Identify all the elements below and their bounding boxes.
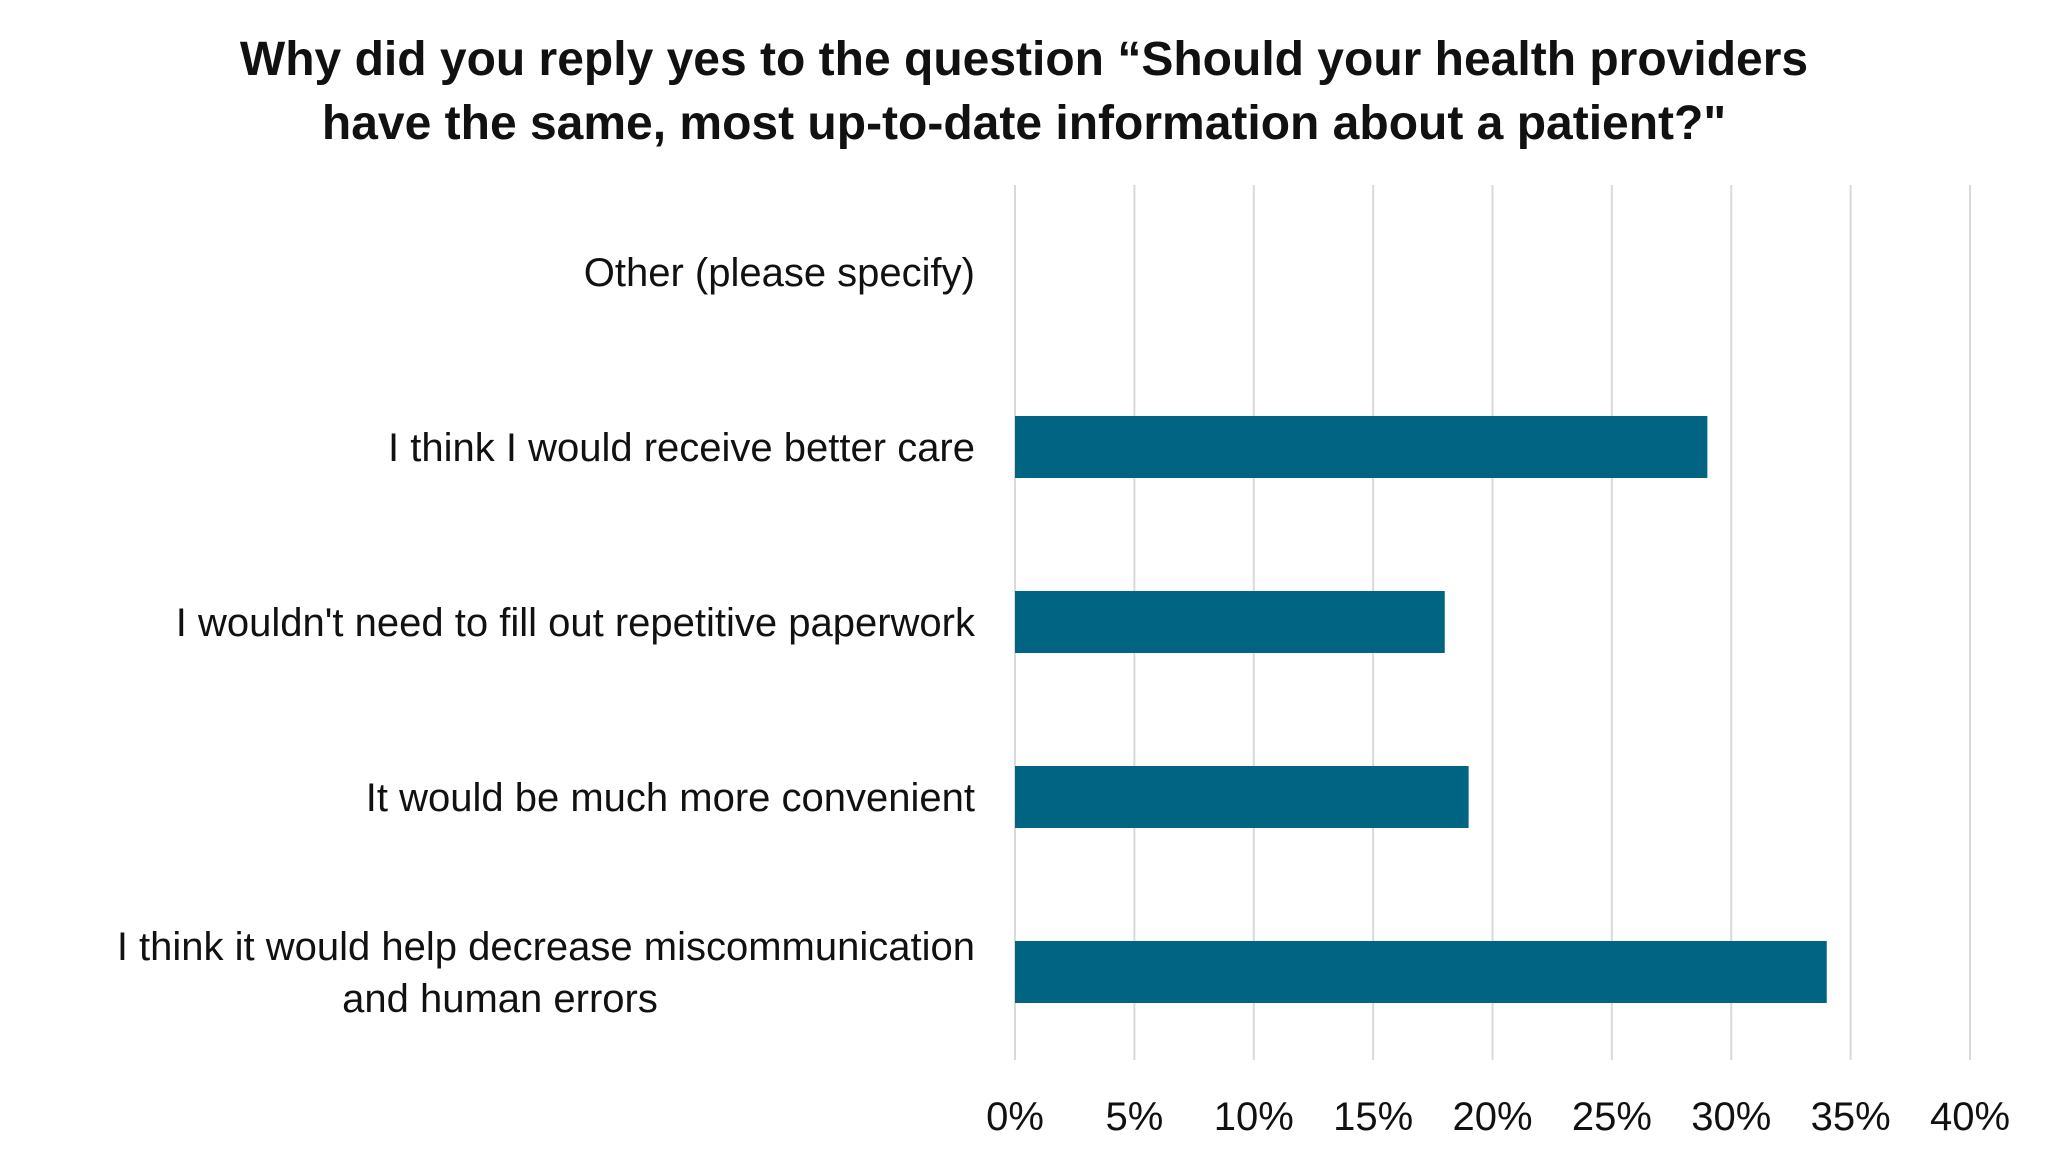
x-tick-label: 25% [1572,1095,1652,1139]
x-tick-label: 15% [1333,1095,1413,1139]
x-tick-label: 35% [1811,1095,1891,1139]
x-tick-label: 10% [1214,1095,1294,1139]
category-labels: Other (please specify) I think I would re… [117,251,976,1021]
x-tick-label: 30% [1691,1095,1771,1139]
chart-title: Why did you reply yes to the question “S… [239,33,1809,150]
x-tick-label: 0% [986,1095,1044,1139]
category-label: Other (please specify) [584,251,975,295]
x-axis-ticks: 0% 5% 10% 15% 20% 25% 30% 35% 40% [986,1095,2010,1139]
category-label: I wouldn't need to fill out repetitive p… [176,601,976,645]
bar [1015,941,1827,1003]
bar [1015,591,1445,653]
category-label: I think it would help decrease miscommun… [117,925,975,1021]
x-tick-label: 40% [1930,1095,2010,1139]
x-tick-label: 20% [1452,1095,1532,1139]
bar [1015,766,1469,828]
bars [1015,416,1827,1003]
x-tick-label: 5% [1105,1095,1163,1139]
category-label: I think I would receive better care [388,426,975,470]
bar [1015,416,1708,478]
category-label: It would be much more convenient [366,776,975,820]
